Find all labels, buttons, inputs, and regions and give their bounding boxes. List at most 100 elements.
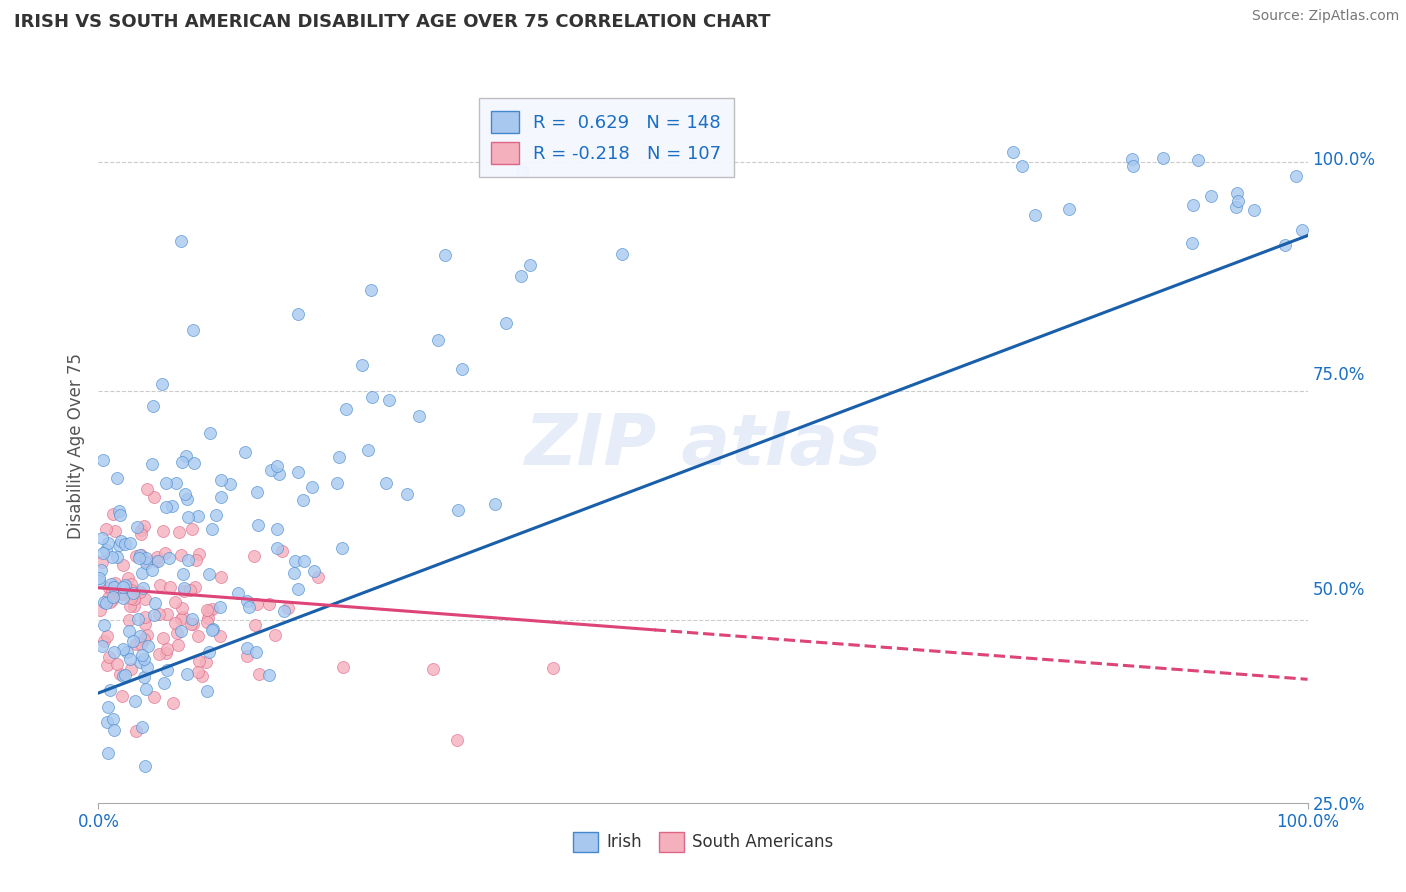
Point <box>375 476 398 491</box>
Point <box>104 576 127 591</box>
Point <box>172 566 194 581</box>
Point <box>236 594 259 608</box>
Point <box>91 452 114 467</box>
Point <box>143 596 166 610</box>
Point <box>129 585 152 599</box>
Point <box>422 662 444 676</box>
Point <box>291 493 314 508</box>
Point <box>110 533 132 548</box>
Point <box>105 657 128 671</box>
Point <box>111 689 134 703</box>
Point <box>145 554 167 568</box>
Point <box>1024 208 1046 222</box>
Point <box>1225 200 1247 214</box>
Point <box>91 639 114 653</box>
Point <box>131 527 153 541</box>
Point <box>266 459 288 474</box>
Point <box>111 591 134 605</box>
Point <box>91 555 114 569</box>
Point <box>101 583 124 598</box>
Point <box>118 536 141 550</box>
Point <box>132 632 155 646</box>
Point <box>197 610 219 624</box>
Point <box>146 554 169 568</box>
Point <box>335 401 357 416</box>
Point <box>156 663 179 677</box>
Point <box>226 585 249 599</box>
Point <box>287 307 309 321</box>
Point <box>115 583 138 598</box>
Point <box>142 607 165 622</box>
Point <box>148 607 170 621</box>
Point <box>284 554 307 568</box>
Point <box>131 548 153 562</box>
Point <box>163 594 186 608</box>
Point <box>131 648 153 662</box>
Point <box>152 524 174 538</box>
Point <box>170 548 193 562</box>
Point <box>1152 151 1174 165</box>
Point <box>124 693 146 707</box>
Point <box>150 377 173 392</box>
Point <box>187 630 209 644</box>
Point <box>131 637 153 651</box>
Point <box>183 616 205 631</box>
Point <box>205 508 228 522</box>
Point <box>233 444 256 458</box>
Point <box>328 450 350 464</box>
Point <box>129 524 152 538</box>
Point <box>1121 152 1143 166</box>
Point <box>98 683 121 698</box>
Point <box>120 591 142 605</box>
Point <box>172 610 194 624</box>
Point <box>129 548 152 562</box>
Point <box>1002 145 1025 159</box>
Point <box>142 400 165 414</box>
Point <box>156 642 179 657</box>
Point <box>105 471 128 485</box>
Point <box>361 390 384 404</box>
Point <box>142 491 165 505</box>
Point <box>163 615 186 630</box>
Point <box>114 667 136 681</box>
Point <box>97 746 120 760</box>
Point <box>170 454 193 468</box>
Point <box>96 597 118 611</box>
Point <box>360 283 382 297</box>
Point <box>118 613 141 627</box>
Point <box>118 624 141 639</box>
Point <box>111 642 134 657</box>
Point <box>1243 202 1265 217</box>
Point <box>209 474 232 488</box>
Point <box>128 551 150 566</box>
Point <box>260 463 283 477</box>
Point <box>166 625 188 640</box>
Point <box>167 525 190 540</box>
Point <box>173 581 195 595</box>
Point <box>197 566 219 581</box>
Point <box>127 612 149 626</box>
Point <box>108 666 131 681</box>
Point <box>181 522 204 536</box>
Point <box>1225 186 1247 201</box>
Point <box>245 645 267 659</box>
Point <box>198 604 221 618</box>
Point <box>408 409 430 423</box>
Point <box>174 449 197 463</box>
Point <box>165 476 187 491</box>
Point <box>157 551 180 566</box>
Point <box>120 576 142 591</box>
Point <box>120 582 142 597</box>
Point <box>357 442 380 457</box>
Point <box>132 518 155 533</box>
Point <box>218 476 240 491</box>
Point <box>93 595 115 609</box>
Point <box>159 580 181 594</box>
Point <box>179 582 201 597</box>
Point <box>125 723 148 738</box>
Point <box>270 543 292 558</box>
Point <box>97 650 120 665</box>
Point <box>238 600 260 615</box>
Point <box>143 690 166 704</box>
Point <box>97 535 120 549</box>
